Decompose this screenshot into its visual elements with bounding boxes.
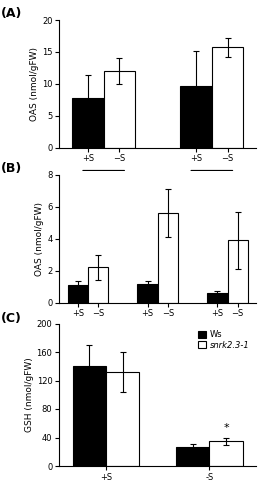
Bar [180, 86, 212, 148]
Y-axis label: OAS (nmol/gFW): OAS (nmol/gFW) [35, 202, 44, 276]
Text: Col-0: Col-0 [77, 346, 99, 355]
Text: (C): (C) [1, 312, 21, 325]
Bar [138, 284, 158, 302]
Bar [176, 447, 210, 466]
Y-axis label: OAS (nmol/gFW): OAS (nmol/gFW) [30, 47, 39, 120]
Bar [88, 268, 108, 302]
Bar [158, 213, 178, 302]
Bar [72, 98, 104, 148]
Bar [68, 285, 88, 302]
Bar [212, 48, 243, 148]
Bar [106, 372, 139, 466]
Text: snrk2.3-3: snrk2.3-3 [208, 346, 247, 355]
Bar [73, 366, 106, 466]
Bar [207, 293, 228, 302]
Bar [228, 240, 248, 302]
Text: Ws: Ws [97, 191, 110, 200]
Text: (A): (A) [1, 7, 22, 20]
Y-axis label: GSH (nmol/gFW): GSH (nmol/gFW) [25, 358, 34, 432]
Text: snrk2.3-2: snrk2.3-2 [138, 346, 178, 355]
Legend: Ws, snrk2.3-1: Ws, snrk2.3-1 [196, 328, 252, 352]
Text: *: * [223, 423, 229, 433]
Text: snrk2.3-1: snrk2.3-1 [192, 191, 232, 200]
Bar [210, 441, 243, 466]
Text: (B): (B) [1, 162, 22, 175]
Bar [104, 71, 135, 148]
